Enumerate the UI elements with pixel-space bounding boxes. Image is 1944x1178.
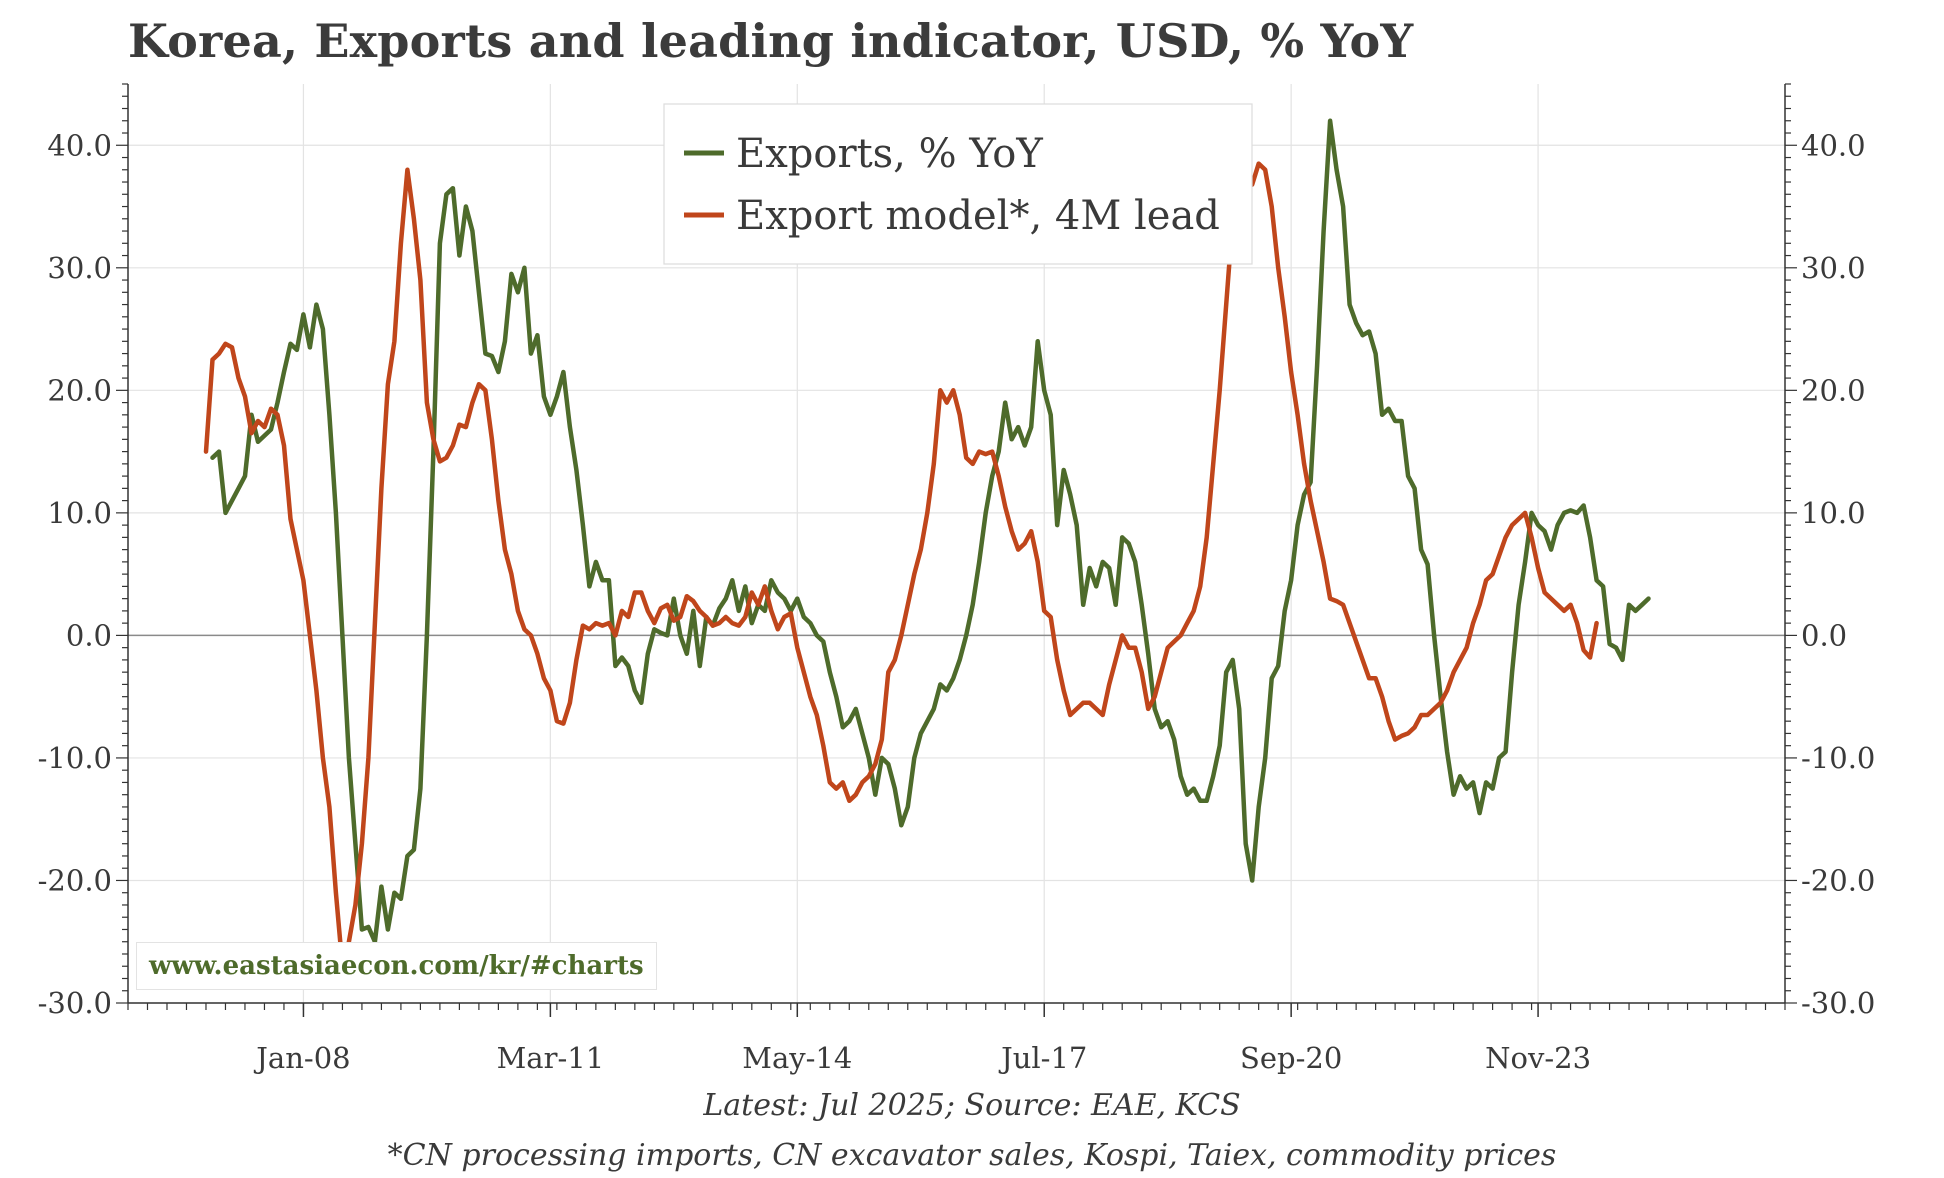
series-line-export-model [203,161,1599,969]
y-axis-left: -30.0 -20.0 -10.0 0.0 10.0 20.0 30.0 40.0 [38,83,128,1020]
chart-title: Korea, Exports and leading indicator, US… [128,14,1414,68]
watermark-url: www.eastasiaecon.com/kr/#charts [136,942,657,990]
x-tick-label: Mar-11 [497,1041,605,1075]
y-tick-label-left: -10.0 [38,741,112,775]
y-tick-label-left: 40.0 [47,128,112,162]
y-tick-label-left: 30.0 [47,251,112,285]
y-tick-label-right: 30.0 [1801,251,1866,285]
x-tick-label: Sep-20 [1240,1041,1342,1075]
plot-gridlines [128,84,1785,1004]
x-axis: Jan-08 Mar-11 May-14 Jul-17 Sep-20 Nov-23 [127,1003,1786,1075]
series-lines [203,118,1651,969]
x-tick-label: Jul-17 [998,1041,1087,1075]
x-tick-label: Nov-23 [1485,1041,1591,1075]
footer-latest: Latest: Jul 2025; Source: EAE, KCS [703,1088,1241,1123]
y-tick-label-right: -10.0 [1801,741,1875,775]
y-tick-label-right: 0.0 [1801,618,1847,652]
y-tick-label-left: 0.0 [66,618,112,652]
x-tick-label: Jan-08 [253,1041,350,1075]
y-tick-label-left: 10.0 [47,496,112,530]
y-tick-label-left: 20.0 [47,373,112,407]
y-tick-label-right: 40.0 [1801,128,1866,162]
legend-box [663,103,1253,265]
legend-label: Exports, % YoY [736,131,1043,177]
series-line-exports [210,118,1651,944]
y-tick-label-right: -30.0 [1801,986,1875,1020]
x-tick-label: May-14 [742,1041,852,1075]
y-tick-label-right: 20.0 [1801,373,1866,407]
footer-note: *CN processing imports, CN excavator sal… [387,1138,1557,1173]
y-tick-label-right: -20.0 [1801,863,1875,897]
y-tick-label-right: 10.0 [1801,496,1866,530]
y-tick-label-left: -30.0 [38,986,112,1020]
y-tick-label-left: -20.0 [38,863,112,897]
plot-frame [127,84,1786,1004]
y-axis-right: -30.0 -20.0 -10.0 0.0 10.0 20.0 30.0 40.0 [1785,83,1875,1020]
legend-label: Export model*, 4M lead [736,193,1220,239]
legend: Exports, % YoY Export model*, 4M lead [663,103,1253,265]
